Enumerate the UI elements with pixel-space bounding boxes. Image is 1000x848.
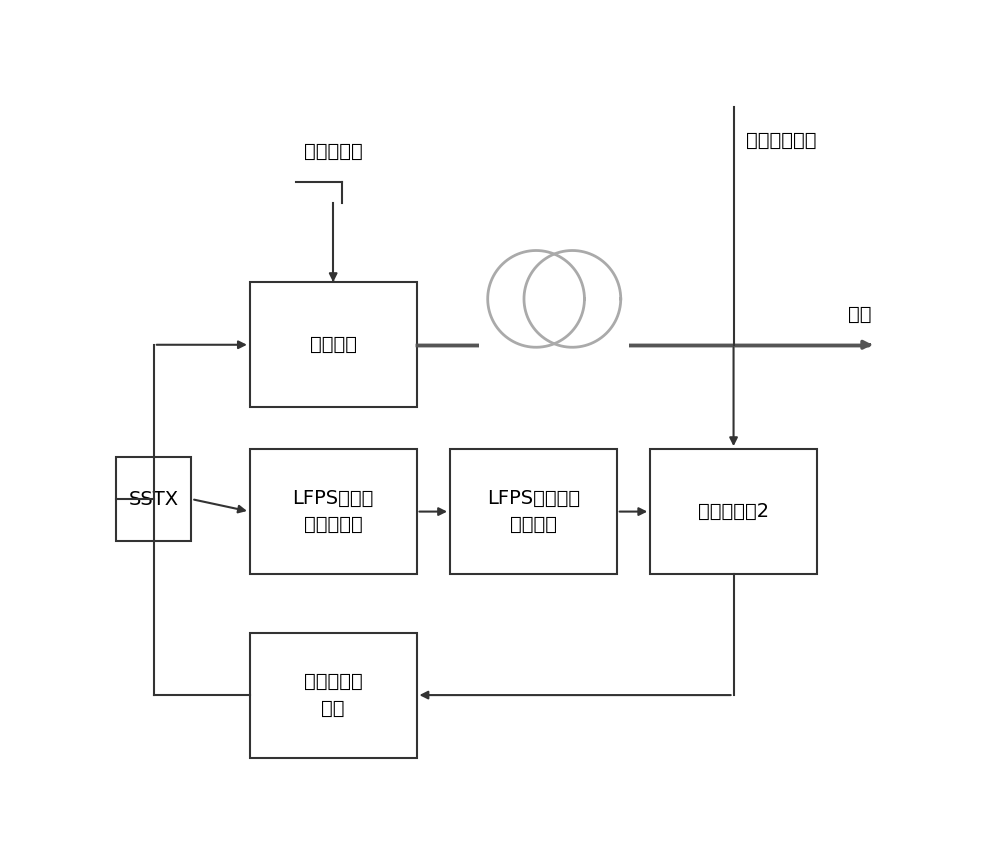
Text: 高速电路: 高速电路 bbox=[310, 335, 357, 354]
Text: 光路: 光路 bbox=[848, 305, 871, 324]
Text: LFPS信号数字
解析电路: LFPS信号数字 解析电路 bbox=[487, 488, 580, 534]
Text: SSTX: SSTX bbox=[129, 489, 179, 509]
Bar bbox=[250, 633, 417, 757]
Bar bbox=[250, 449, 417, 574]
Bar bbox=[450, 449, 617, 574]
Bar bbox=[479, 240, 629, 353]
Text: 控制状态机2: 控制状态机2 bbox=[698, 502, 769, 521]
Text: 关闭光发射: 关闭光发射 bbox=[304, 142, 363, 161]
Bar bbox=[250, 282, 417, 407]
Bar bbox=[116, 457, 191, 541]
Bar bbox=[650, 449, 817, 574]
Text: LFPS信号模
拟检测电路: LFPS信号模 拟检测电路 bbox=[292, 488, 374, 534]
Text: 无光检测报警: 无光检测报警 bbox=[746, 131, 817, 150]
Text: 端接电阻控
制器: 端接电阻控 制器 bbox=[304, 672, 363, 718]
